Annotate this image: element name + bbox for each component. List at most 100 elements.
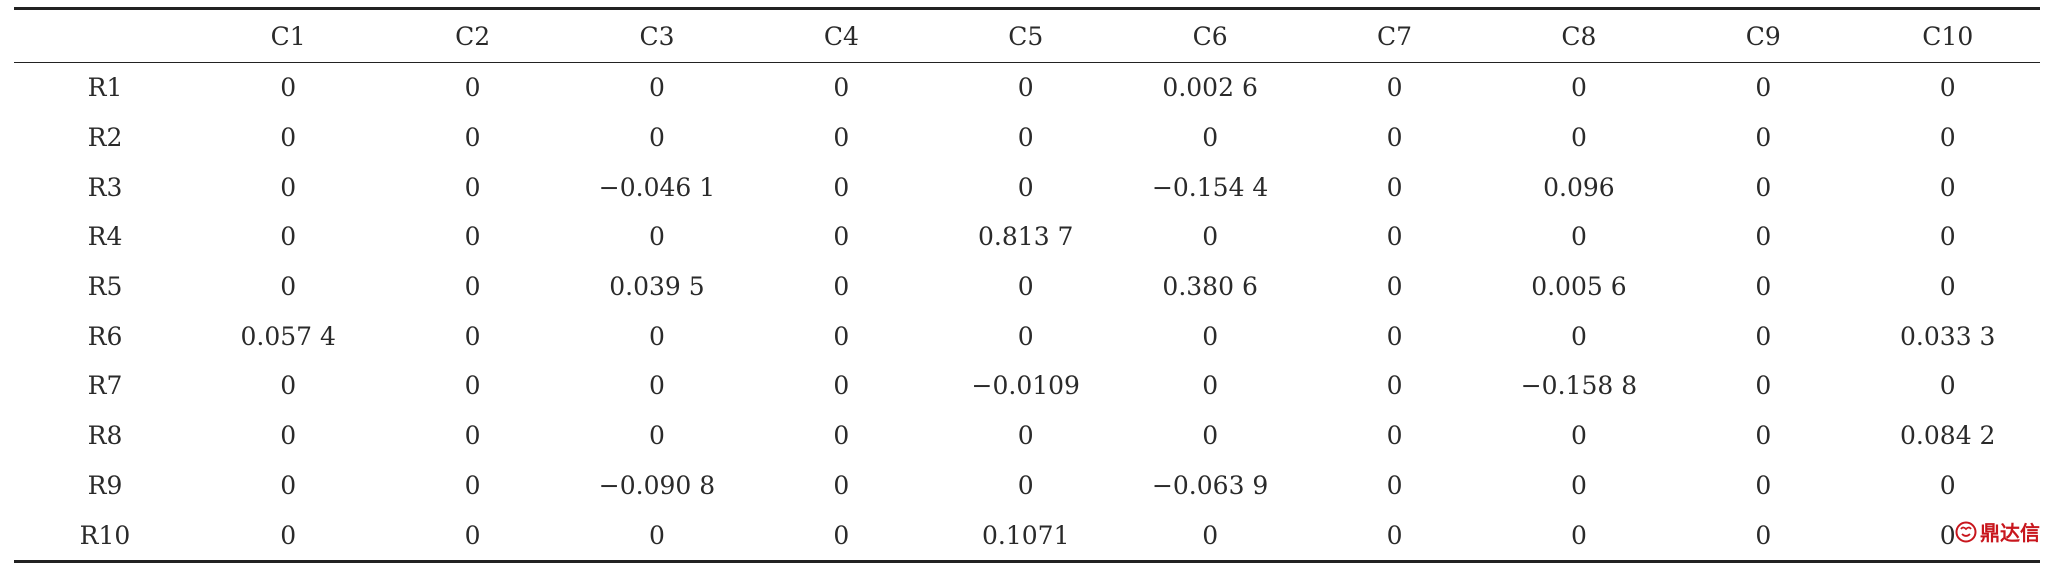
column-header: C2	[455, 21, 491, 51]
table-cell: 0	[1570, 222, 1587, 252]
table-row: R6 0.057 4 0 0 0 0 0 0 0 0 0.033 3	[14, 311, 2040, 361]
table-cell: 0	[1755, 371, 1772, 401]
table-cell: 0	[280, 222, 297, 252]
table-cell: 0	[464, 272, 481, 302]
table-cell: 0	[649, 73, 665, 103]
table-cell: 0	[1939, 470, 1956, 500]
table-cell: 0	[833, 123, 850, 153]
table-cell: 0	[833, 222, 850, 252]
table-cell: 0	[649, 520, 665, 550]
table-cell: 0	[464, 520, 481, 550]
column-header: C5	[1008, 21, 1044, 51]
table-cell: 0	[1570, 321, 1587, 351]
table-cell: 0	[833, 421, 850, 451]
table-header: C1 C2 C3 C4 C5 C6 C7 C8 C9 C10	[14, 8, 2040, 63]
table-cell: 0.039 5	[609, 272, 705, 302]
table-row: R2 0 0 0 0 0 0 0 0 0 0	[14, 113, 2040, 163]
header-row: C1 C2 C3 C4 C5 C6 C7 C8 C9 C10	[14, 8, 2040, 63]
table-row: R3 0 0 −0.046 1 0 0 −0.154 4 0 0.096 0 0	[14, 162, 2040, 212]
table-cell: 0	[1017, 470, 1034, 500]
row-label: R2	[87, 123, 123, 153]
table-cell: 0	[464, 172, 481, 202]
row-label: R10	[79, 520, 131, 550]
row-label: R7	[87, 371, 123, 401]
watermark-text: 鼎达信	[1980, 521, 2040, 545]
table-cell: 0	[464, 321, 481, 351]
table-cell: 0	[1755, 172, 1772, 202]
table-cell: 0	[1386, 421, 1403, 451]
table-cell: −0.154 4	[1151, 172, 1269, 202]
column-header: C4	[823, 21, 859, 51]
table-row: R4 0 0 0 0 0.813 7 0 0 0 0 0	[14, 212, 2040, 262]
table-cell: 0	[1755, 520, 1772, 550]
table-cell: 0	[1939, 371, 1956, 401]
table-cell: 0	[280, 73, 297, 103]
table-cell: 0	[833, 470, 850, 500]
table-row: R5 0 0 0.039 5 0 0 0.380 6 0 0.005 6 0 0	[14, 262, 2040, 312]
table-cell: 0.1071	[982, 520, 1070, 550]
table-cell: 0.096	[1543, 172, 1615, 202]
table-cell: −0.046 1	[598, 172, 716, 202]
table-cell: 0	[1570, 421, 1587, 451]
table-cell: 0	[1202, 520, 1219, 550]
table-cell: 0	[1017, 123, 1034, 153]
table-cell: 0	[1386, 172, 1403, 202]
table-cell: 0	[1755, 73, 1772, 103]
table-cell: 0	[1939, 272, 1956, 302]
table-cell: 0	[1386, 123, 1403, 153]
table-cell: 0	[1386, 73, 1403, 103]
table-cell: 0	[1939, 520, 1956, 550]
data-table: C1 C2 C3 C4 C5 C6 C7 C8 C9 C10 R1 0 0 0 0 0 0.…	[14, 7, 2040, 563]
row-label: R8	[87, 421, 123, 451]
table-cell: 0	[833, 321, 850, 351]
row-label: R1	[87, 73, 123, 103]
table-row: R10 0 0 0 0 0.1071 0 0 0 0 0	[14, 510, 2040, 562]
table-cell: 0	[1755, 272, 1772, 302]
watermark-logo: 鼎达信	[1955, 517, 2040, 546]
table-cell: 0	[280, 470, 297, 500]
table-cell: 0	[1202, 222, 1219, 252]
table-cell: 0	[1386, 222, 1403, 252]
table-cell: 0	[1202, 421, 1219, 451]
table-cell: 0.084 2	[1900, 421, 1996, 451]
table-cell: −0.090 8	[598, 470, 716, 500]
table-cell: 0	[833, 371, 850, 401]
data-table-container: C1 C2 C3 C4 C5 C6 C7 C8 C9 C10 R1 0 0 0 0 0 0.…	[14, 7, 2040, 563]
table-cell: 0	[1017, 321, 1034, 351]
table-cell: −0.158 8	[1520, 371, 1638, 401]
logo-icon	[1955, 521, 1977, 543]
table-cell: 0	[280, 172, 297, 202]
corner-header-cell	[14, 9, 196, 63]
table-cell: 0	[1386, 470, 1403, 500]
table-cell: 0.813 7	[978, 222, 1074, 252]
row-label: R3	[87, 172, 123, 202]
table-cell: 0	[464, 470, 481, 500]
table-cell: 0	[1755, 421, 1772, 451]
row-label: R9	[87, 470, 123, 500]
table-body: R1 0 0 0 0 0 0.002 6 0 0 0 0 R2 0 0 0 0 0 0 0 0 0 0 R3 0 0 −0.046…	[14, 63, 2040, 562]
table-cell: 0	[1386, 371, 1403, 401]
table-cell: 0	[1939, 172, 1956, 202]
table-cell: 0	[1939, 123, 1956, 153]
table-cell: 0	[1017, 73, 1034, 103]
table-cell: 0.033 3	[1900, 321, 1996, 351]
table-cell: 0	[649, 371, 665, 401]
table-cell: 0	[1570, 73, 1587, 103]
row-label: R4	[87, 222, 123, 252]
table-row: R9 0 0 −0.090 8 0 0 −0.063 9 0 0 0 0	[14, 461, 2040, 511]
column-header: C10	[1922, 21, 1974, 51]
table-cell: 0	[649, 421, 665, 451]
column-header: C1	[270, 21, 306, 51]
table-row: R8 0 0 0 0 0 0 0 0 0 0.084 2	[14, 411, 2040, 461]
table-cell: 0	[649, 123, 665, 153]
table-cell: 0.002 6	[1162, 73, 1258, 103]
table-cell: 0	[464, 123, 481, 153]
table-cell: 0	[1017, 272, 1034, 302]
column-header: C7	[1377, 21, 1413, 51]
table-cell: 0	[1386, 321, 1403, 351]
table-cell: 0	[1939, 222, 1956, 252]
table-cell: 0	[649, 321, 665, 351]
table-cell: 0	[1755, 123, 1772, 153]
table-cell: 0	[464, 421, 481, 451]
table-cell: 0	[1017, 172, 1034, 202]
